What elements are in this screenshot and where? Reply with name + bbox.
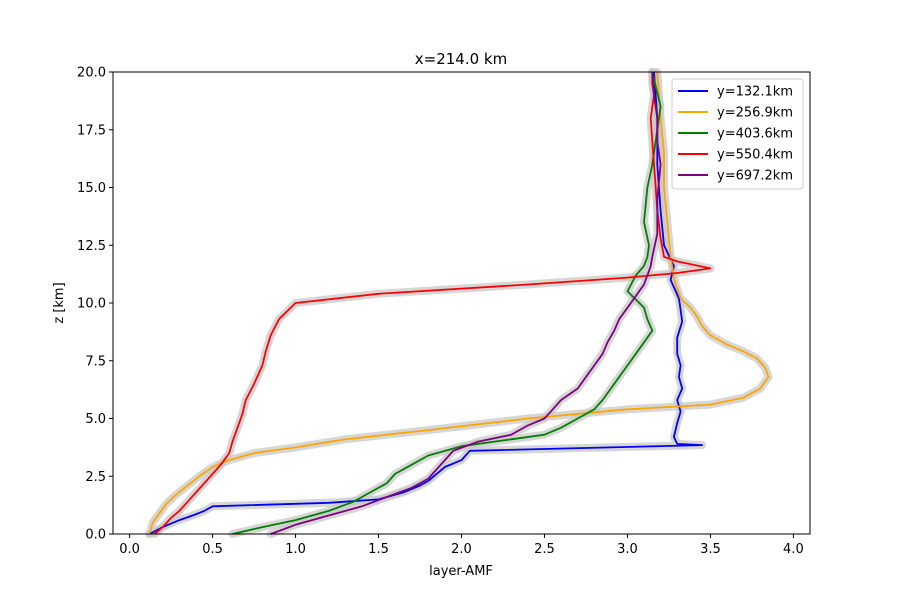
- y-axis-ticks: 0.0 2.5 5.0 7.5 10.0 12.5 15.0 17.5 20.0: [77, 66, 113, 543]
- uncertainty-band-0: [145, 68, 707, 538]
- x-tick-label: 0.0: [119, 542, 140, 557]
- series-lines: [148, 71, 770, 535]
- x-tick-label: 1.5: [368, 542, 389, 557]
- y-tick-label: 12.5: [77, 239, 106, 254]
- x-axis-ticks: 0.0 0.5 1.0 1.5 2.0 2.5 3.0 3.5 4.0: [119, 534, 804, 557]
- y-tick-label: 10.0: [77, 297, 106, 312]
- y-tick-label: 7.5: [85, 354, 106, 369]
- legend-box: [671, 78, 804, 190]
- legend-label-0: y=132.1km: [717, 85, 793, 100]
- chart-title: x=214.0 km: [415, 50, 507, 68]
- y-tick-label: 20.0: [77, 66, 106, 81]
- x-tick-label: 1.0: [285, 542, 306, 557]
- y-tick-label: 17.5: [77, 123, 106, 138]
- series-line-0: [149, 71, 703, 535]
- legend-label-4: y=697.2km: [717, 169, 793, 184]
- y-tick-label: 15.0: [77, 181, 106, 196]
- legend: y=132.1km y=256.9km y=403.6km y=550.4km y=69…: [671, 78, 804, 190]
- x-tick-label: 4.0: [783, 542, 804, 557]
- x-tick-label: 3.0: [617, 542, 638, 557]
- series-line-4: [270, 71, 662, 535]
- x-tick-label: 0.5: [202, 542, 223, 557]
- x-tick-label: 2.0: [451, 542, 472, 557]
- x-axis-label: layer-AMF: [429, 564, 493, 579]
- x-tick-label: 2.5: [534, 542, 555, 557]
- y-tick-label: 5.0: [85, 412, 106, 427]
- series-line-2: [232, 71, 662, 535]
- legend-label-3: y=550.4km: [717, 148, 793, 163]
- x-tick-label: 3.5: [700, 542, 721, 557]
- series-line-3: [153, 72, 712, 535]
- legend-label-1: y=256.9km: [717, 106, 793, 121]
- legend-label-2: y=403.6km: [717, 127, 793, 142]
- y-tick-label: 2.5: [85, 470, 106, 485]
- y-axis-label: z [km]: [52, 282, 67, 323]
- y-tick-label: 0.0: [85, 528, 106, 543]
